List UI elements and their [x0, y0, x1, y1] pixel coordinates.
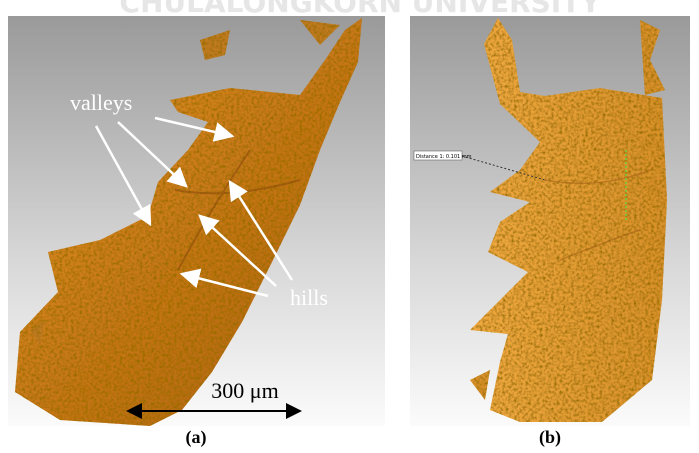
- scale-label: 300 μm: [211, 378, 278, 403]
- panel-label: (b): [539, 427, 561, 448]
- panel-a: valleys hills 300 μm (a): [8, 16, 385, 448]
- panel-label: (a): [186, 427, 207, 448]
- measure-label: Distance 1: 0.101 mm: [416, 154, 472, 160]
- annotation: hills: [290, 285, 328, 310]
- panel-b: Distance 1: 0.101 mm (b): [410, 16, 690, 448]
- annotation: valleys: [70, 90, 132, 115]
- figure: CHULALONGKORN UNIVERSITY valleys hills 3…: [0, 0, 699, 453]
